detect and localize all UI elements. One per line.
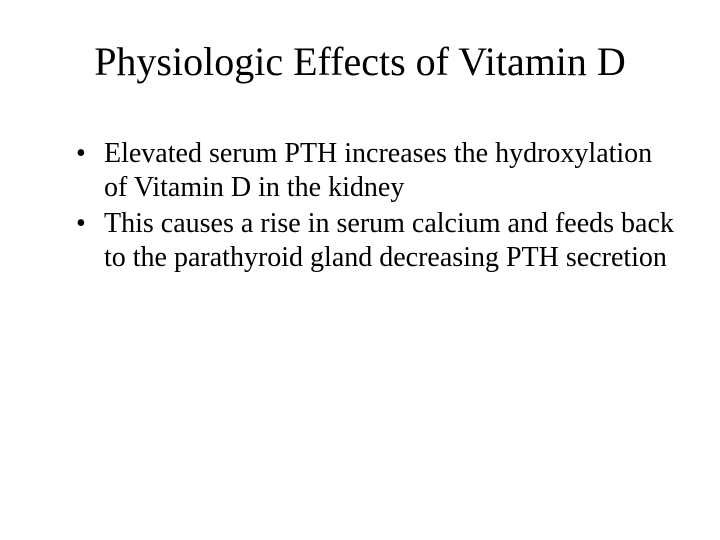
slide-title: Physiologic Effects of Vitamin D xyxy=(40,38,680,85)
bullet-item: This causes a rise in serum calcium and … xyxy=(76,207,680,275)
bullet-list: Elevated serum PTH increases the hydroxy… xyxy=(40,137,680,276)
bullet-item: Elevated serum PTH increases the hydroxy… xyxy=(76,137,680,205)
slide: Physiologic Effects of Vitamin D Elevate… xyxy=(0,0,720,540)
